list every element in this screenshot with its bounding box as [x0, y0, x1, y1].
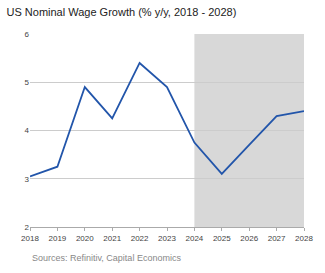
svg-text:2020: 2020 — [76, 234, 94, 243]
svg-text:2028: 2028 — [295, 234, 313, 243]
svg-text:2027: 2027 — [268, 234, 286, 243]
svg-text:2: 2 — [25, 223, 30, 232]
svg-text:2021: 2021 — [103, 234, 121, 243]
svg-text:2022: 2022 — [131, 234, 149, 243]
svg-text:2024: 2024 — [186, 234, 204, 243]
svg-text:2023: 2023 — [158, 234, 176, 243]
svg-text:3: 3 — [25, 175, 30, 184]
svg-text:2025: 2025 — [213, 234, 231, 243]
svg-text:Sources: Refinitiv, Capital Ec: Sources: Refinitiv, Capital Economics — [32, 253, 181, 263]
svg-text:6: 6 — [25, 30, 30, 39]
svg-text:4: 4 — [25, 126, 30, 135]
svg-text:2018: 2018 — [21, 234, 39, 243]
svg-text:5: 5 — [25, 78, 30, 87]
svg-text:2026: 2026 — [240, 234, 258, 243]
svg-text:2019: 2019 — [49, 234, 67, 243]
svg-text:US Nominal Wage Growth (% y/y,: US Nominal Wage Growth (% y/y, 2018 - 20… — [7, 6, 237, 18]
